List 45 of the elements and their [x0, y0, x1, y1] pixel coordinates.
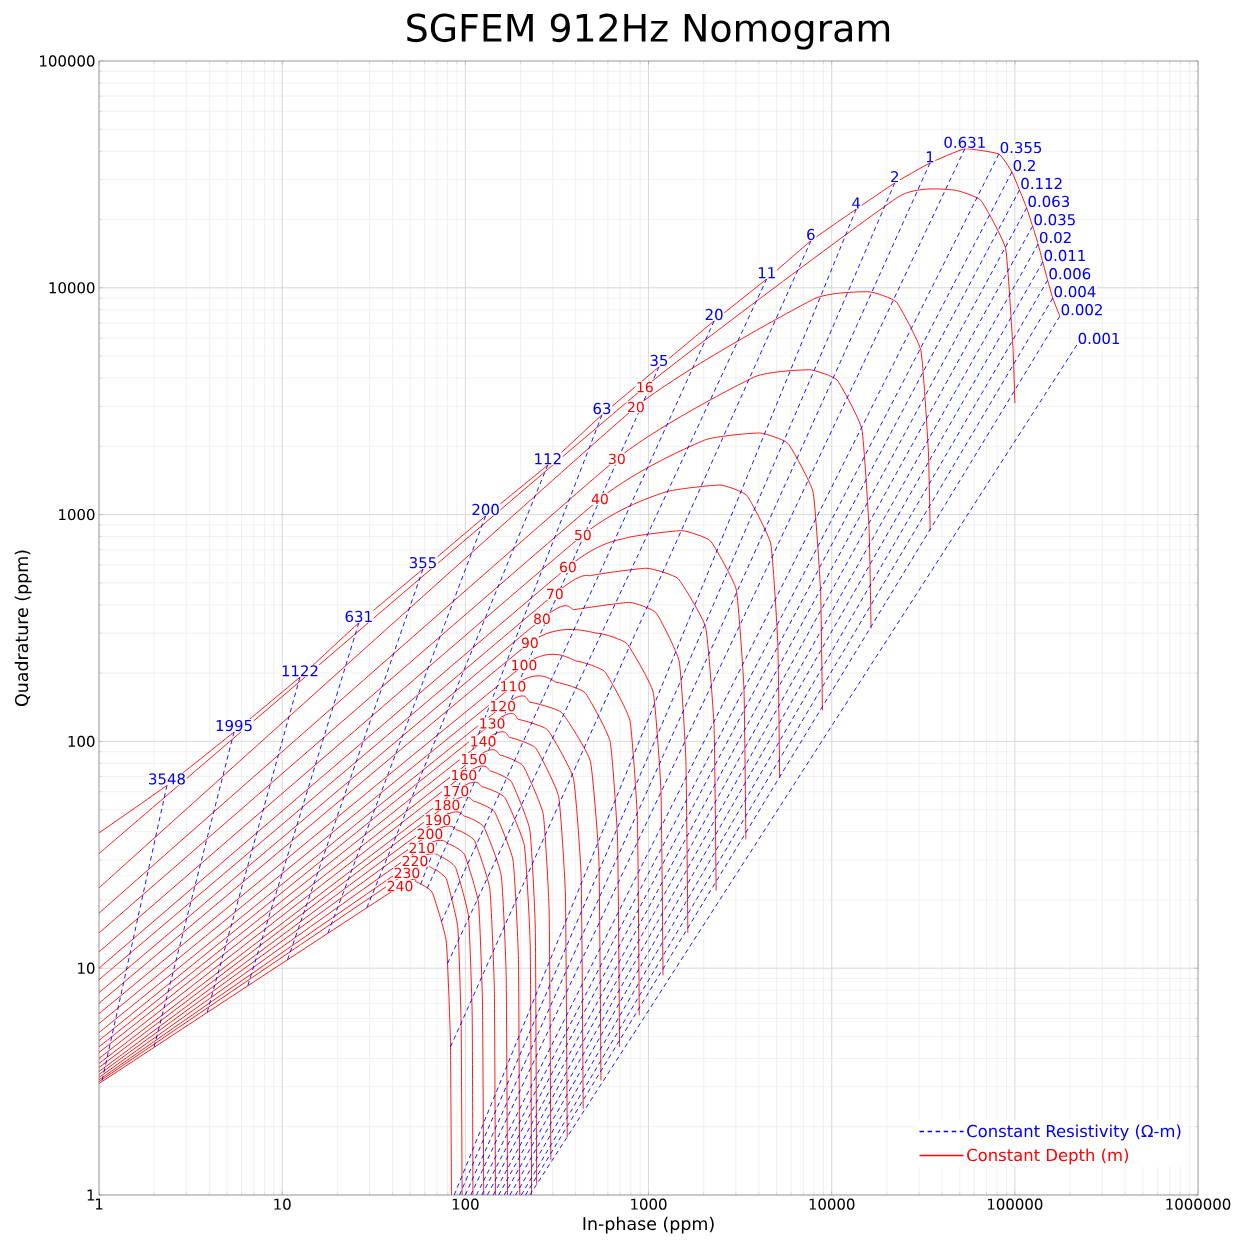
y-tick-label: 1: [87, 1189, 95, 1201]
annotation: 4: [852, 197, 861, 209]
x-tick-label: 1000: [631, 1198, 667, 1210]
annotation: 6: [807, 228, 815, 241]
x-tick-label: 1000000: [1166, 1198, 1231, 1210]
annotation: 11: [758, 267, 775, 279]
annotation: 1995: [216, 719, 252, 732]
y-tick-label: 10: [78, 962, 95, 974]
annotation: 0.355: [1000, 141, 1042, 154]
x-tick-label: 1: [95, 1198, 103, 1210]
y-tick-label: 1000: [59, 508, 95, 521]
annotation: 112: [535, 453, 561, 465]
y-tick-label: 100: [68, 735, 95, 748]
legend-label: Constant Resistivity (Ω-m): [967, 1124, 1181, 1141]
x-tick-label: 10000: [809, 1198, 855, 1210]
annotation: 0.004: [1054, 286, 1096, 298]
x-tick-label: 100: [452, 1198, 479, 1210]
x-axis-title: In-phase (ppm): [583, 1216, 714, 1234]
annotation: 0.002: [1061, 304, 1102, 316]
annotation: 200: [472, 503, 499, 516]
annotation: 0.02: [1039, 231, 1071, 244]
x-tick-label: 10: [274, 1198, 291, 1210]
legend-label: Constant Depth (m): [967, 1148, 1129, 1165]
annotation: 2: [891, 171, 899, 183]
annotation: 0.006: [1049, 268, 1091, 280]
y-tick-label: 100000: [40, 55, 95, 67]
annotation: 3548: [149, 773, 185, 785]
annotation: 0.011: [1044, 249, 1085, 262]
annotation: 63: [593, 402, 611, 415]
y-axis-title: Quadrature (ppm): [14, 550, 32, 707]
annotation: 355: [409, 557, 436, 569]
annotation: 0.2: [1013, 159, 1035, 172]
annotation: 0.631: [944, 136, 985, 149]
y-tick-label: 10000: [49, 282, 95, 294]
annotation: 20: [705, 308, 723, 321]
annotation: 0.001: [1078, 332, 1120, 345]
annotation: 35: [650, 354, 668, 367]
annotation: 0.035: [1034, 214, 1075, 226]
annotation: 0.112: [1021, 177, 1062, 190]
chart-title: SGFEM 912Hz Nomogram: [407, 13, 890, 50]
annotation: 0.063: [1028, 195, 1070, 208]
x-tick-label: 100000: [987, 1198, 1043, 1210]
annotation: 1: [926, 151, 934, 163]
annotation: 631: [345, 610, 372, 623]
annotation: 1122: [282, 665, 318, 677]
